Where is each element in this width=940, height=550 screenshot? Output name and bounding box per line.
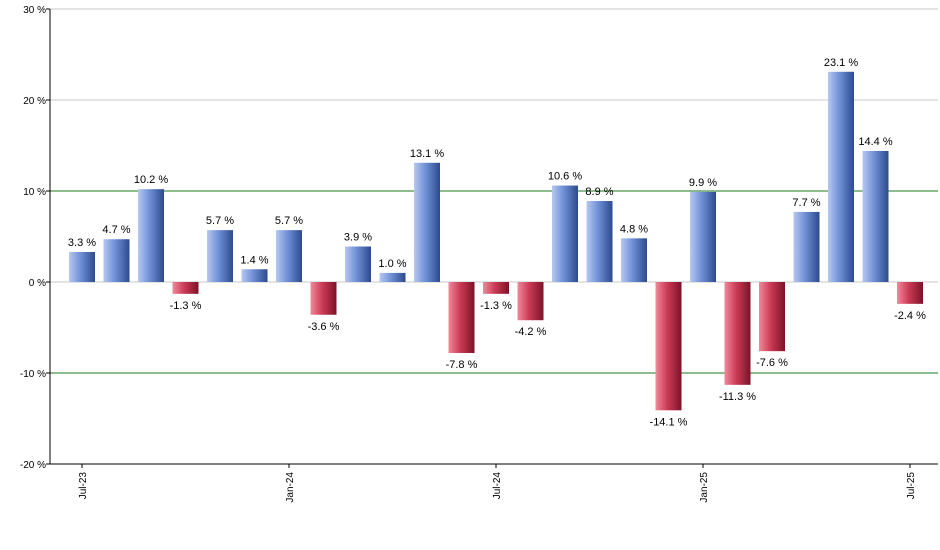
x-tick-label: Jul-23	[78, 472, 89, 500]
bar-data-label: 14.4 %	[858, 136, 892, 148]
bar-positive	[207, 230, 233, 282]
bar-data-label: -2.4 %	[894, 310, 926, 322]
bar-data-label: 5.7 %	[275, 215, 303, 227]
bar-positive	[621, 238, 647, 282]
bar-positive	[69, 251, 95, 282]
bar-negative	[172, 282, 199, 294]
bar-positive	[793, 211, 820, 282]
label-layer: 3.3 % 4.7 % 10.2 % -1.3 % 5.7 % 1.4 % 5.7 % -3.…	[68, 57, 926, 429]
bar-positive	[586, 201, 613, 282]
x-tick-label: Jul-25	[906, 472, 917, 500]
bar-positive	[345, 246, 371, 282]
bar-negative	[517, 282, 544, 321]
y-tick-label: -20 %	[20, 460, 46, 471]
bar-positive	[103, 239, 130, 282]
bar-negative	[448, 282, 475, 353]
axis-layer: -20 % -10 % 0 % 10 % 20 % 30 % Jul-23 Jan-24 Jul…	[20, 5, 938, 503]
x-tick-label: Jan-25	[699, 472, 710, 503]
y-tick-label: 10 %	[23, 187, 46, 198]
bar-data-label: 9.9 %	[689, 177, 717, 189]
bar-data-label: 1.0 %	[378, 258, 406, 270]
bar-positive	[379, 272, 406, 282]
bar-negative	[724, 282, 751, 385]
bar-positive	[276, 230, 302, 282]
bar-data-label: -7.8 %	[446, 359, 478, 371]
bar-data-label: 3.3 %	[68, 237, 96, 249]
bar-positive	[828, 71, 854, 282]
bar-negative	[483, 282, 509, 294]
bar-negative	[655, 282, 682, 411]
bar-data-label: 10.2 %	[134, 174, 168, 186]
bar-data-label: 23.1 %	[824, 57, 858, 69]
bar-data-label: -1.3 %	[480, 300, 512, 312]
bar-data-label: 7.7 %	[792, 197, 820, 209]
bar-data-label: -14.1 %	[650, 416, 688, 428]
bar-data-label: -3.6 %	[308, 321, 340, 333]
bar-data-label: -11.3 %	[719, 391, 756, 403]
bar-data-label: 3.9 %	[344, 232, 372, 244]
bar-data-label: -7.6 %	[756, 357, 788, 369]
bar-data-label: 4.7 %	[102, 224, 130, 236]
y-tick-label: -10 %	[20, 369, 46, 380]
bar-positive	[138, 189, 164, 282]
bar-positive	[414, 162, 440, 282]
bar-negative	[759, 282, 785, 352]
x-tick-label: Jan-24	[285, 472, 296, 503]
y-tick-label: 0 %	[29, 278, 46, 289]
bar-data-label: 5.7 %	[206, 215, 234, 227]
bar-data-label: -1.3 %	[170, 300, 202, 312]
bar-positive	[862, 150, 889, 282]
y-tick-label: 30 %	[23, 5, 46, 16]
y-tick-label: 20 %	[23, 96, 46, 107]
bar-data-label: 4.8 %	[620, 223, 648, 235]
bar-negative	[310, 282, 337, 315]
bar-data-label: -4.2 %	[515, 326, 547, 338]
bar-layer	[69, 71, 923, 411]
bar-data-label: 1.4 %	[240, 254, 268, 266]
bar-positive	[241, 269, 268, 282]
bar-negative	[897, 282, 923, 304]
bar-data-label: 8.9 %	[585, 186, 613, 198]
x-tick-label: Jul-24	[492, 472, 503, 500]
bar-positive	[690, 191, 716, 282]
bar-positive	[552, 185, 578, 282]
bar-data-label: 13.1 %	[410, 148, 444, 160]
bar-data-label: 10.6 %	[548, 171, 582, 183]
